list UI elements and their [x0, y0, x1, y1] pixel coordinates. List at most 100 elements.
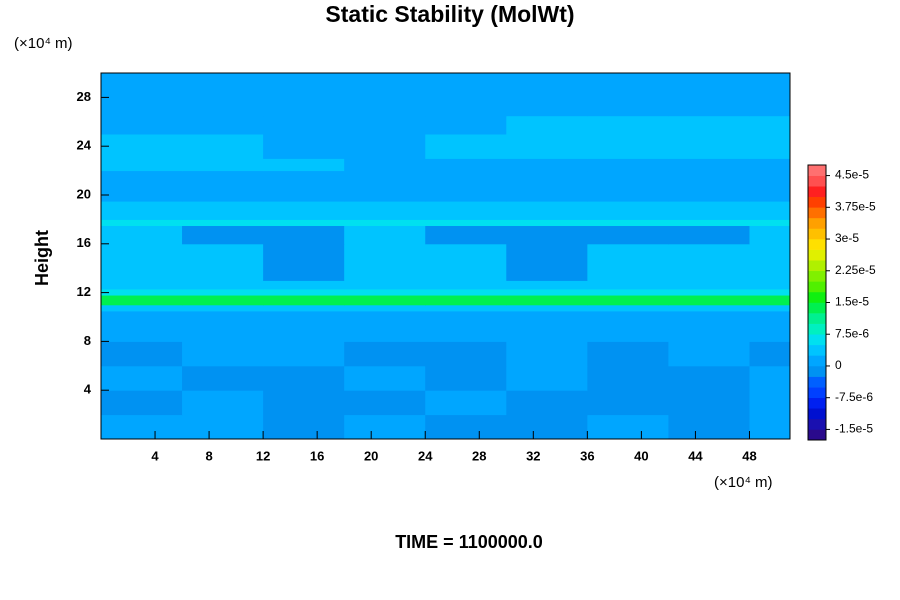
field-cell [749, 310, 791, 330]
field-cell [506, 243, 588, 281]
field-cell [425, 225, 507, 245]
field-cell [344, 115, 426, 135]
field-cell [668, 304, 750, 312]
field-cell [182, 329, 264, 342]
field-cell [344, 219, 426, 226]
field-cell [425, 201, 507, 220]
field-cell [587, 280, 669, 290]
field-cell [587, 310, 669, 330]
field-cell [749, 280, 791, 290]
colorbar-swatch [808, 376, 826, 388]
colorbar-swatch [808, 186, 826, 198]
field-cell [749, 304, 791, 312]
colorbar-swatch [808, 175, 826, 187]
field-cell [182, 170, 264, 202]
field-cell [344, 158, 426, 172]
colorbar-swatch [808, 302, 826, 314]
field-cell [425, 310, 507, 330]
field-cell [344, 365, 426, 391]
field-cell [587, 134, 669, 159]
x-tick-label: 48 [742, 448, 756, 463]
field-cell [101, 219, 183, 226]
field-cell [749, 158, 791, 172]
field-cell [506, 280, 588, 290]
x-tick-label: 4 [151, 448, 159, 463]
field-cell [587, 304, 669, 312]
field-cell [749, 170, 791, 202]
field-cell [749, 134, 791, 159]
field-cell [587, 170, 669, 202]
plot-frame [100, 72, 791, 440]
field-cell [101, 115, 183, 135]
field-cell [344, 295, 426, 306]
field-cell [506, 310, 588, 330]
field-cell [182, 134, 264, 159]
colorbar-tick-label: -1.5e-5 [835, 422, 873, 436]
field-cell [263, 158, 345, 172]
field-cell [425, 288, 507, 296]
field-cell [425, 243, 507, 281]
field-cell [425, 390, 507, 416]
field-cell [101, 280, 183, 290]
field-cell [749, 329, 791, 342]
field-cell [263, 329, 345, 342]
field-cell [587, 225, 669, 245]
colorbar-swatch [808, 217, 826, 229]
field-cell [101, 365, 183, 391]
y-unit: (×10⁴ m) [14, 35, 73, 52]
field-cell [506, 304, 588, 312]
colorbar-swatch [808, 165, 826, 176]
field-cell [182, 201, 264, 220]
colorbar-tick-label: 4.5e-5 [835, 168, 869, 182]
field-cell [101, 73, 183, 117]
field-cell [749, 365, 791, 391]
field-cell [263, 134, 345, 159]
colorbar-swatch [808, 249, 826, 261]
field-cell [101, 134, 183, 159]
x-tick-label: 28 [472, 448, 486, 463]
field-cell [425, 115, 507, 135]
y-tick-label: 4 [84, 382, 92, 397]
field-cell [587, 390, 669, 416]
field-cell [587, 329, 669, 342]
field-cell [506, 115, 588, 135]
field-cell [749, 115, 791, 135]
field-cell [587, 243, 669, 281]
field-cell [587, 288, 669, 296]
colorbar-swatch [808, 397, 826, 409]
field-cell [749, 295, 791, 306]
field-cell [506, 219, 588, 226]
field-cell [749, 73, 791, 117]
field-cell [587, 201, 669, 220]
field-cell [182, 390, 264, 416]
field-cell [749, 219, 791, 226]
field-cell [344, 414, 426, 440]
field-cell [425, 158, 507, 172]
field-cell [344, 134, 426, 159]
colorbar-swatch [808, 355, 826, 367]
x-unit: (×10⁴ m) [714, 474, 773, 491]
field-cell [263, 295, 345, 306]
field-cell [263, 73, 345, 117]
x-tick-label: 36 [580, 448, 594, 463]
field-cell [668, 295, 750, 306]
field-cell [182, 225, 264, 245]
field-cell [344, 310, 426, 330]
field-cell [506, 170, 588, 202]
field-cell [344, 329, 426, 342]
field-cell [506, 201, 588, 220]
field-cell [425, 280, 507, 290]
colorbar-swatch [808, 291, 826, 303]
colorbar-tick-label: 7.5e-6 [835, 326, 869, 340]
x-tick-label: 8 [205, 448, 212, 463]
field-cell [668, 115, 750, 135]
field-cell [506, 295, 588, 306]
colorbar-swatch [808, 429, 826, 441]
field-cell [425, 414, 507, 440]
x-tick-label: 24 [418, 448, 433, 463]
field-cell [587, 365, 669, 391]
x-tick-label: 16 [310, 448, 324, 463]
field-cell [668, 288, 750, 296]
field-cell [425, 365, 507, 391]
